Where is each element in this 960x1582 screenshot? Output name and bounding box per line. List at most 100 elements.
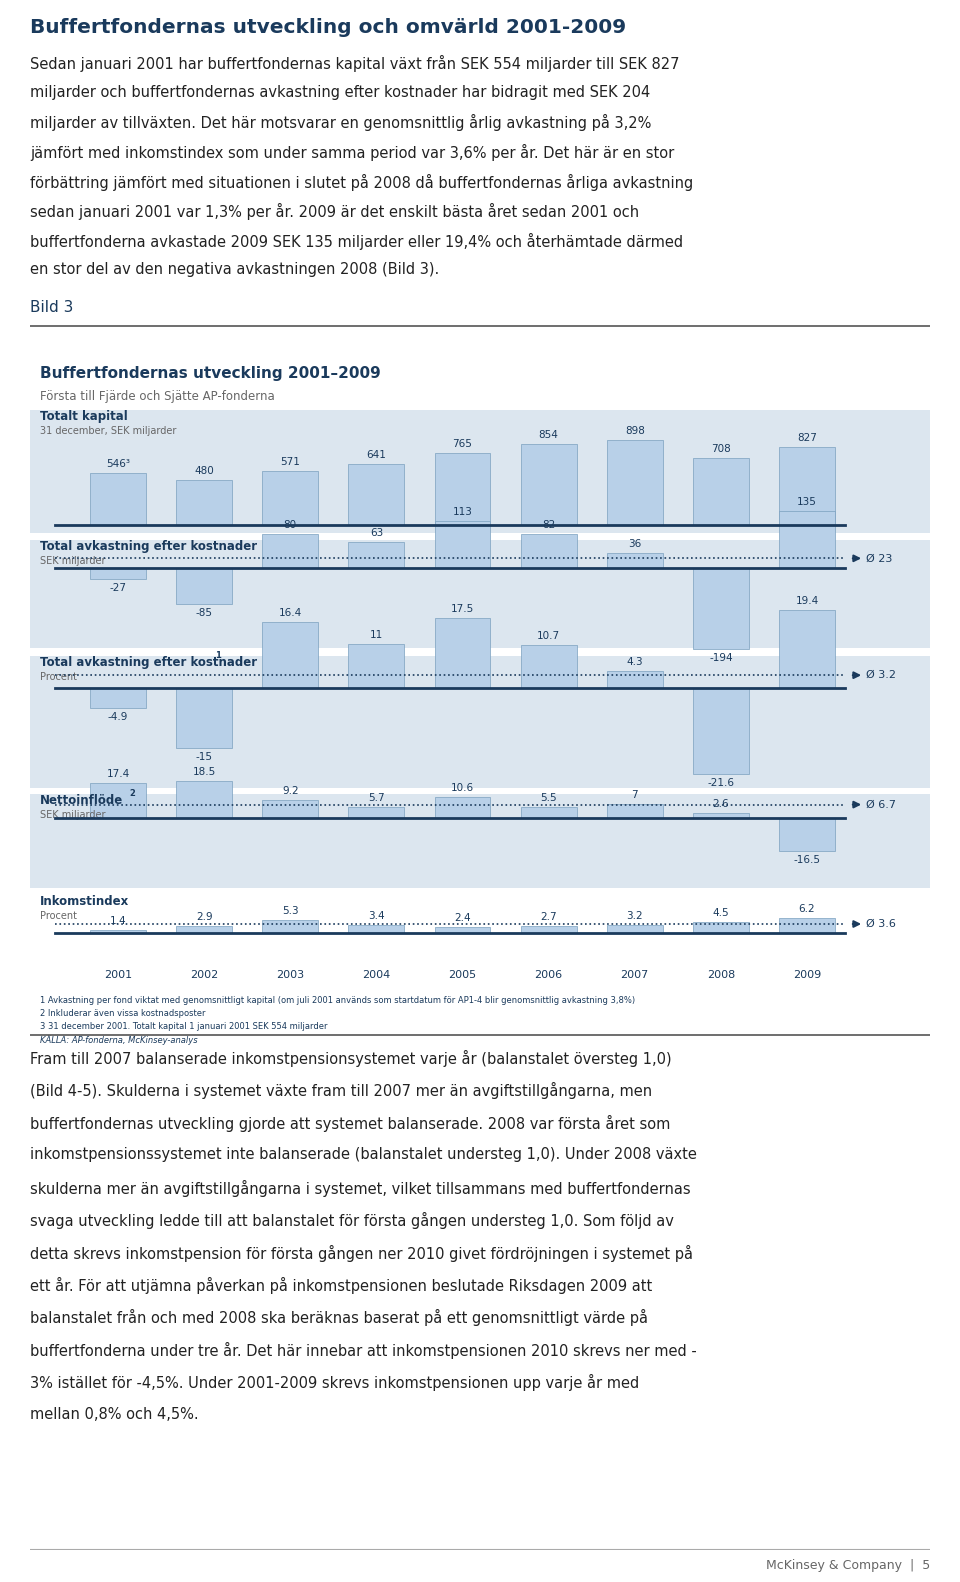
Text: Totalt kapital: Totalt kapital xyxy=(40,410,128,422)
Text: -4.9: -4.9 xyxy=(108,712,129,721)
Text: 63: 63 xyxy=(370,527,383,538)
Text: -15: -15 xyxy=(196,751,213,763)
Text: McKinsey & Company  |  5: McKinsey & Company | 5 xyxy=(766,1560,930,1573)
Text: Buffertfondernas utveckling och omvärld 2001-2009: Buffertfondernas utveckling och omvärld … xyxy=(30,17,626,36)
Bar xyxy=(693,688,749,775)
Bar xyxy=(90,930,146,933)
Text: 2 Inkluderar även vissa kostnadsposter: 2 Inkluderar även vissa kostnadsposter xyxy=(40,1009,205,1017)
Text: ett år. För att utjämna påverkan på inkomstpensionen beslutade Riksdagen 2009 at: ett år. För att utjämna påverkan på inko… xyxy=(30,1277,652,1294)
Bar xyxy=(348,644,404,688)
Text: 3.4: 3.4 xyxy=(368,911,385,921)
Bar xyxy=(348,541,404,568)
Text: buffertfonderna avkastade 2009 SEK 135 miljarder eller 19,4% och återhämtade där: buffertfonderna avkastade 2009 SEK 135 m… xyxy=(30,233,684,250)
Text: SEK miljarder: SEK miljarder xyxy=(40,555,106,566)
Bar xyxy=(90,568,146,579)
Text: 5.3: 5.3 xyxy=(282,906,299,916)
Bar xyxy=(262,471,319,525)
Text: 17.4: 17.4 xyxy=(107,769,130,780)
Text: 641: 641 xyxy=(367,451,386,460)
Text: 7: 7 xyxy=(632,789,638,800)
Text: Procent: Procent xyxy=(40,672,77,682)
Text: -85: -85 xyxy=(196,607,213,617)
Text: 2008: 2008 xyxy=(707,970,735,979)
Bar xyxy=(177,782,232,818)
Text: Buffertfondernas utveckling 2001–2009: Buffertfondernas utveckling 2001–2009 xyxy=(40,365,381,381)
Text: Inkomstindex: Inkomstindex xyxy=(40,895,130,908)
Text: 135: 135 xyxy=(797,497,817,508)
Text: 9.2: 9.2 xyxy=(282,786,299,796)
Bar xyxy=(435,797,491,818)
Text: 16.4: 16.4 xyxy=(278,609,301,619)
Bar xyxy=(262,799,319,818)
Text: miljarder av tillväxten. Det här motsvarar en genomsnittlig årlig avkastning på : miljarder av tillväxten. Det här motsvar… xyxy=(30,114,652,131)
Bar xyxy=(30,794,930,888)
Text: -27: -27 xyxy=(109,584,127,593)
Text: 546³: 546³ xyxy=(106,459,130,470)
Text: svaga utveckling ledde till att balanstalet för första gången understeg 1,0. Som: svaga utveckling ledde till att balansta… xyxy=(30,1212,674,1229)
Text: 1.4: 1.4 xyxy=(109,916,127,925)
Bar xyxy=(262,919,319,933)
Text: 4.3: 4.3 xyxy=(627,657,643,666)
Bar xyxy=(348,807,404,818)
Text: 2006: 2006 xyxy=(535,970,563,979)
Text: Första till Fjärde och Sjätte AP-fonderna: Första till Fjärde och Sjätte AP-fondern… xyxy=(40,391,275,403)
Text: 2.4: 2.4 xyxy=(454,913,470,922)
Bar xyxy=(177,479,232,525)
Text: 10.6: 10.6 xyxy=(451,783,474,793)
Text: 82: 82 xyxy=(542,519,555,530)
Text: 2002: 2002 xyxy=(190,970,218,979)
Text: Fram till 2007 balanserade inkomstpensionsystemet varje år (balanstalet översteg: Fram till 2007 balanserade inkomstpensio… xyxy=(30,1050,672,1066)
Text: 571: 571 xyxy=(280,457,300,467)
Bar xyxy=(779,511,835,568)
Bar xyxy=(693,813,749,818)
Text: (Bild 4-5). Skulderna i systemet växte fram till 2007 mer än avgiftstillgångarna: (Bild 4-5). Skulderna i systemet växte f… xyxy=(30,1082,652,1099)
Text: 11: 11 xyxy=(370,630,383,641)
Text: 480: 480 xyxy=(194,465,214,476)
Text: 827: 827 xyxy=(797,433,817,443)
Bar xyxy=(177,568,232,604)
Text: 2.7: 2.7 xyxy=(540,913,557,922)
Text: 2001: 2001 xyxy=(104,970,132,979)
Text: Ø 23: Ø 23 xyxy=(866,554,893,563)
Text: Sedan januari 2001 har buffertfondernas kapital växt från SEK 554 miljarder till: Sedan januari 2001 har buffertfondernas … xyxy=(30,55,680,73)
Text: 10.7: 10.7 xyxy=(537,631,561,641)
Bar xyxy=(779,918,835,933)
Text: inkomstpensionssystemet inte balanserade (balanstalet understeg 1,0). Under 2008: inkomstpensionssystemet inte balanserade… xyxy=(30,1147,697,1163)
Bar xyxy=(607,671,662,688)
Text: 708: 708 xyxy=(711,445,731,454)
Text: Nettoinflöde: Nettoinflöde xyxy=(40,794,123,807)
Text: sedan januari 2001 var 1,3% per år. 2009 är det enskilt bästa året sedan 2001 oc: sedan januari 2001 var 1,3% per år. 2009… xyxy=(30,202,639,220)
Bar xyxy=(520,533,577,568)
Text: 5.5: 5.5 xyxy=(540,793,557,804)
Bar xyxy=(520,645,577,688)
Text: Ø 6.7: Ø 6.7 xyxy=(866,799,896,810)
Text: 36: 36 xyxy=(628,539,641,549)
Text: 17.5: 17.5 xyxy=(451,604,474,614)
Text: skulderna mer än avgiftstillgångarna i systemet, vilket tillsammans med buffertf: skulderna mer än avgiftstillgångarna i s… xyxy=(30,1180,690,1196)
Text: 2007: 2007 xyxy=(620,970,649,979)
Bar xyxy=(262,535,319,568)
Text: 19.4: 19.4 xyxy=(795,596,819,606)
Text: -21.6: -21.6 xyxy=(708,778,734,788)
Bar xyxy=(607,440,662,525)
Text: 2004: 2004 xyxy=(362,970,391,979)
Bar xyxy=(435,452,491,525)
Bar xyxy=(520,807,577,818)
Bar xyxy=(607,804,662,818)
Text: buffertfonderna under tre år. Det här innebar att inkomstpensionen 2010 skrevs n: buffertfonderna under tre år. Det här in… xyxy=(30,1342,697,1359)
Bar xyxy=(435,927,491,933)
Bar xyxy=(435,619,491,688)
Bar xyxy=(30,657,930,788)
Text: förbättring jämfört med situationen i slutet på 2008 då buffertfondernas årliga : förbättring jämfört med situationen i sl… xyxy=(30,174,693,190)
Text: 6.2: 6.2 xyxy=(799,903,815,913)
Bar xyxy=(779,818,835,851)
Text: 854: 854 xyxy=(539,430,559,440)
Text: buffertfondernas utveckling gjorde att systemet balanserade. 2008 var första åre: buffertfondernas utveckling gjorde att s… xyxy=(30,1115,670,1131)
Text: en stor del av den negativa avkastningen 2008 (Bild 3).: en stor del av den negativa avkastningen… xyxy=(30,263,440,277)
Bar xyxy=(693,922,749,933)
Text: 80: 80 xyxy=(284,520,297,530)
Text: Total avkastning efter kostnader: Total avkastning efter kostnader xyxy=(40,539,257,554)
Text: jämfört med inkomstindex som under samma period var 3,6% per år. Det här är en s: jämfört med inkomstindex som under samma… xyxy=(30,144,674,161)
Text: 1: 1 xyxy=(215,652,221,660)
Bar xyxy=(607,925,662,933)
